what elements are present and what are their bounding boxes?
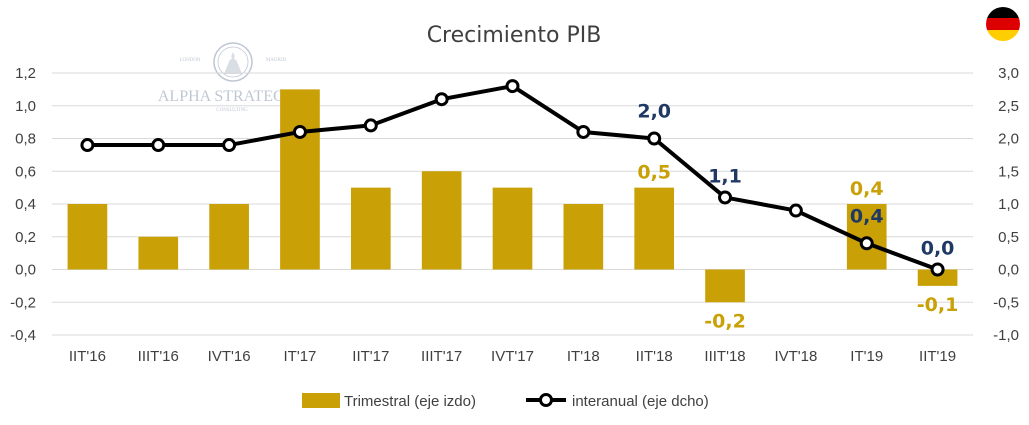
y-left-tick-label: 0,6 <box>15 163 36 180</box>
bar <box>634 187 675 270</box>
bar <box>563 204 604 270</box>
legend: Trimestral (eje izdo) interanual (eje dc… <box>302 393 709 410</box>
line-marker <box>505 79 520 94</box>
y-left-tick-label: 0,4 <box>15 196 36 213</box>
watermark-name: ALPHA STRATEGY <box>158 88 297 105</box>
legend-line-label: interanual (eje dcho) <box>572 393 709 410</box>
y-left-tick-label: 0,2 <box>15 229 36 246</box>
y-left-tick-label: 1,0 <box>15 98 36 115</box>
x-category-label: IIT'16 <box>69 348 106 365</box>
watermark-right: MADRID <box>266 58 287 63</box>
line-marker <box>434 92 449 107</box>
x-category-label: IVT'18 <box>774 348 817 365</box>
y-left-tick-label: 0,8 <box>15 131 36 148</box>
x-category-label: IIT'17 <box>352 348 389 365</box>
bar <box>492 187 533 270</box>
x-category-label: IIT'19 <box>919 348 956 365</box>
bar <box>421 171 462 270</box>
line-marker <box>222 138 237 153</box>
y-left-tick-label: 1,2 <box>15 65 36 82</box>
x-category-label: IT'19 <box>850 348 883 365</box>
line-series <box>80 79 945 277</box>
y-right-tick-label: 3,0 <box>998 65 1019 82</box>
x-category-label: IIT'18 <box>636 348 673 365</box>
line-marker <box>363 118 378 133</box>
bar <box>138 236 179 270</box>
chart-title: Crecimiento PIB <box>427 23 602 48</box>
owl-emblem-icon <box>213 42 253 82</box>
germany-flag-icon <box>986 7 1020 41</box>
bar <box>209 204 249 270</box>
line-marker <box>647 131 662 146</box>
line-data-label: 0,0 <box>921 238 955 260</box>
line-marker <box>292 124 307 139</box>
bar <box>280 89 320 270</box>
x-category-label: IIIT'18 <box>704 348 745 365</box>
line-data-label: 2,0 <box>637 101 671 123</box>
line-marker <box>80 138 95 153</box>
bar <box>350 187 391 270</box>
line-marker <box>151 138 166 153</box>
line-data-label: 1,1 <box>708 165 742 187</box>
bar-data-label: -0,2 <box>704 310 746 332</box>
line-data-label: 0,4 <box>850 205 884 227</box>
line-marker <box>576 124 591 139</box>
y-left-tick-label: 0,0 <box>15 262 36 279</box>
axis-ticks: -0,4 -1,0 -0,2 -0,5 0,0 0,0 0,2 0,5 0,4 1,0 0,6 1,5… <box>10 65 1019 365</box>
legend-line-marker <box>539 393 553 407</box>
bar-data-label: -0,1 <box>917 294 959 316</box>
y-left-tick-label: -0,2 <box>10 294 36 311</box>
y-right-tick-label: -1,0 <box>993 327 1019 344</box>
line-marker <box>930 262 945 277</box>
y-right-tick-label: -0,5 <box>993 294 1019 311</box>
x-category-label: IT'18 <box>567 348 600 365</box>
data-labels: 0,5 -0,2 0,4 -0,1 2,0 1,1 0,4 0,0 <box>637 101 958 333</box>
x-category-label: IVT'16 <box>208 348 251 365</box>
bar <box>705 269 745 303</box>
watermark-tagline: CONSULTING <box>216 108 248 113</box>
x-category-label: IVT'17 <box>491 348 534 365</box>
line-marker <box>788 203 803 218</box>
bar-data-label: 0,5 <box>637 162 671 184</box>
x-category-label: IT'17 <box>284 348 317 365</box>
y-right-tick-label: 0,5 <box>998 229 1019 246</box>
y-right-tick-label: 1,5 <box>998 163 1019 180</box>
y-right-tick-label: 2,0 <box>998 131 1019 148</box>
line-marker <box>859 236 874 251</box>
line-marker <box>718 190 733 205</box>
y-right-tick-label: 0,0 <box>998 262 1019 279</box>
y-right-tick-label: 1,0 <box>998 196 1019 213</box>
alpha-strategy-watermark: LONDON MADRID ALPHA STRATEGY CONSULTING <box>158 42 297 113</box>
bar-series <box>67 89 958 303</box>
bar <box>917 269 958 286</box>
x-category-label: IIIT'17 <box>421 348 462 365</box>
legend-bar-label: Trimestral (eje izdo) <box>344 393 476 410</box>
bar-data-label: 0,4 <box>850 178 884 200</box>
bar <box>67 204 108 270</box>
y-left-tick-label: -0,4 <box>10 327 36 344</box>
y-right-tick-label: 2,5 <box>998 98 1019 115</box>
x-category-label: IIIT'16 <box>138 348 179 365</box>
watermark-left: LONDON <box>179 58 200 63</box>
legend-bar-swatch <box>302 393 340 408</box>
